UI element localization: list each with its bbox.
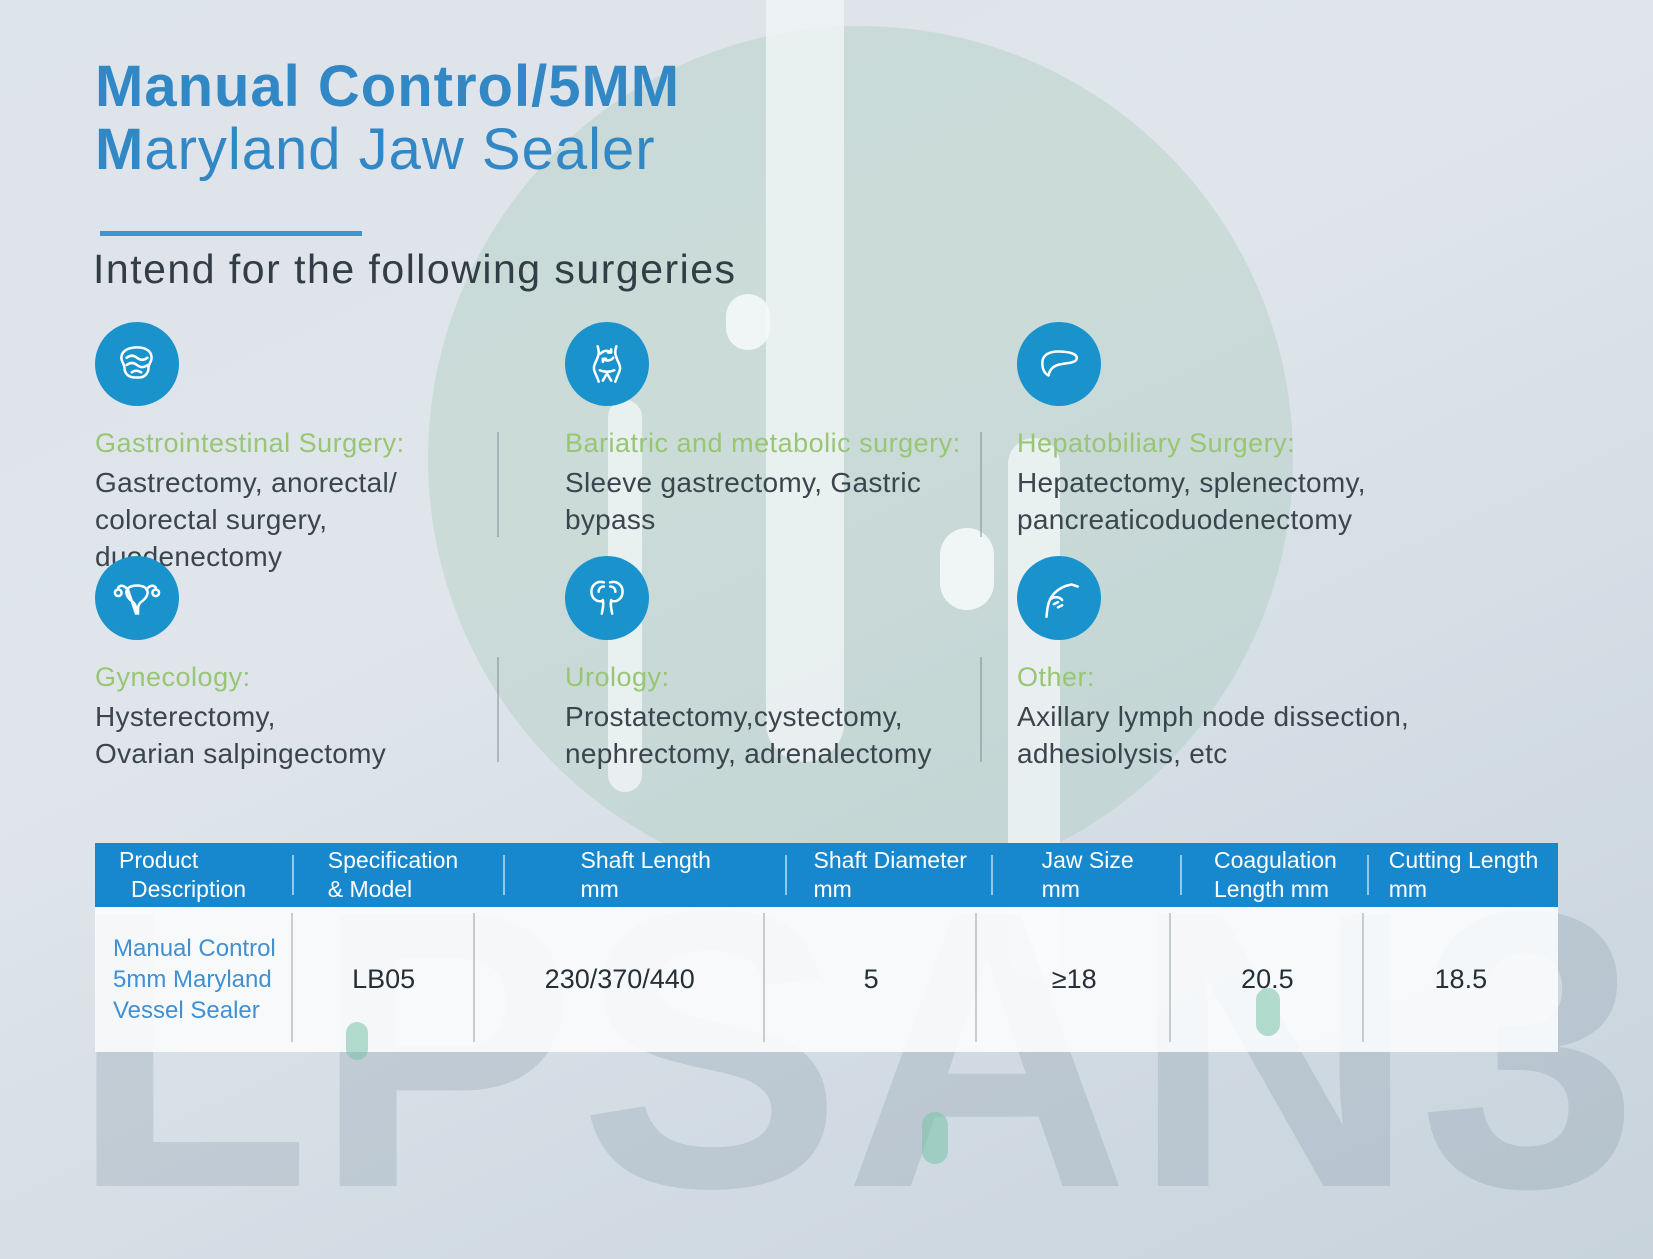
surgery-block-bariatric: Bariatric and metabolic surgery: Sleeve …	[565, 322, 995, 539]
surgery-heading: Gynecology:	[95, 662, 251, 692]
intestine-icon	[95, 322, 179, 406]
teal-accent-pill	[1256, 988, 1280, 1036]
page-title-line1: Manual Control/5MM	[95, 54, 681, 119]
surgery-description: Axillary lymph node dissection, adhesiol…	[1017, 701, 1410, 769]
surgery-description: Prostatectomy,cystectomy, nephrectomy, a…	[565, 701, 932, 769]
surgery-heading: Urology:	[565, 662, 670, 692]
table-header-shaft-diameter: Shaft Diameter mm	[787, 843, 994, 907]
uterus-icon	[95, 556, 179, 640]
surgery-block-urology: Urology: Prostatectomy,cystectomy, nephr…	[565, 556, 995, 773]
teal-accent-pill	[922, 1112, 948, 1164]
kidneys-icon	[565, 556, 649, 640]
surgery-heading: Gastrointestinal Surgery:	[95, 428, 405, 458]
page-title-line2: Maryland Jaw Sealer	[95, 116, 656, 182]
brand-dot-decoration	[726, 294, 770, 350]
surgery-block-gastrointestinal: Gastrointestinal Surgery: Gastrectomy, a…	[95, 322, 495, 576]
column-divider	[980, 432, 982, 537]
axilla-icon	[1017, 556, 1101, 640]
table-header-row: Product Description Specification & Mode…	[95, 843, 1558, 907]
liver-icon	[1017, 322, 1101, 406]
brand-bar-decoration	[766, 0, 844, 762]
column-divider	[980, 657, 982, 762]
cell-specification-model: LB05	[293, 907, 475, 1052]
surgery-description: Hepatectomy, splenectomy, pancreaticoduo…	[1017, 467, 1366, 535]
table-header-jaw-size: Jaw Size mm	[993, 843, 1183, 907]
surgery-description: Sleeve gastrectomy, Gastric bypass	[565, 467, 922, 535]
page-subtitle: Intend for the following surgeries	[93, 246, 737, 292]
cell-jaw-size: ≥18	[977, 907, 1171, 1052]
surgery-block-hepatobiliary: Hepatobiliary Surgery: Hepatectomy, sple…	[1017, 322, 1537, 539]
cell-shaft-length: 230/370/440	[475, 907, 766, 1052]
table-header-cutting-length: Cutting Length mm	[1388, 846, 1539, 902]
page-title: Manual Control/5MM Maryland Jaw Sealer	[95, 54, 681, 182]
teal-accent-pill	[346, 1022, 368, 1060]
surgery-description: Hysterectomy, Ovarian salpingectomy	[95, 701, 387, 769]
cell-product-description: Manual Control 5mm Maryland Vessel Seale…	[95, 907, 293, 1052]
brand-circle-watermark	[428, 26, 1293, 891]
brand-dot-decoration	[940, 528, 994, 610]
table-header-specification-model: Specification & Model	[294, 843, 505, 907]
surgery-heading: Hepatobiliary Surgery:	[1017, 428, 1296, 458]
title-underline	[100, 231, 362, 236]
bariatric-body-icon	[565, 322, 649, 406]
table-data-row: Manual Control 5mm Maryland Vessel Seale…	[95, 907, 1558, 1052]
surgery-block-other: Other: Axillary lymph node dissection, a…	[1017, 556, 1537, 773]
surgery-heading: Other:	[1017, 662, 1096, 692]
cell-cutting-length: 18.5	[1434, 964, 1488, 994]
column-divider	[497, 432, 499, 537]
column-divider	[497, 657, 499, 762]
surgery-block-gynecology: Gynecology: Hysterectomy, Ovarian salpin…	[95, 556, 495, 773]
specification-table: Product Description Specification & Mode…	[95, 843, 1558, 1052]
table-header-shaft-length: Shaft Length mm	[505, 843, 788, 907]
cell-shaft-diameter: 5	[765, 907, 978, 1052]
table-header-coagulation-length: Coagulation Length mm	[1182, 843, 1370, 907]
surgery-heading: Bariatric and metabolic surgery:	[565, 428, 961, 458]
table-header-product-description: Product Description	[95, 843, 294, 907]
